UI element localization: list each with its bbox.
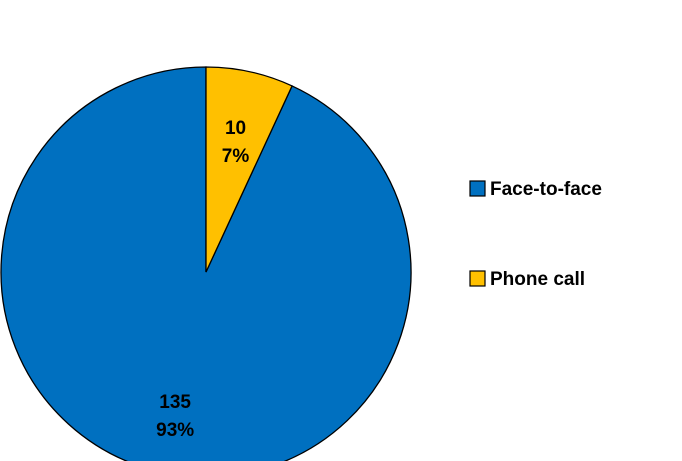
slice-value-phone-call: 10 bbox=[225, 118, 246, 139]
slice-label-phone-call: 10 7% bbox=[222, 118, 250, 167]
slice-value-face-to-face: 135 bbox=[159, 392, 191, 413]
slice-label-face-to-face: 135 93% bbox=[156, 392, 194, 441]
slice-labels: 135 93%10 7% bbox=[156, 118, 249, 441]
slice-percent-face-to-face: 93% bbox=[156, 420, 194, 441]
pie-slices bbox=[0, 66, 412, 461]
legend-label-face-to-face: Face-to-face bbox=[490, 179, 602, 200]
legend: Face-to-face Phone call bbox=[469, 179, 602, 290]
pie-slice-phone-call bbox=[205, 66, 293, 273]
legend-swatch-phone-call bbox=[469, 270, 486, 287]
slice-percent-phone-call: 7% bbox=[222, 146, 250, 167]
legend-swatch-face-to-face bbox=[469, 180, 486, 197]
legend-label-phone-call: Phone call bbox=[490, 269, 585, 290]
